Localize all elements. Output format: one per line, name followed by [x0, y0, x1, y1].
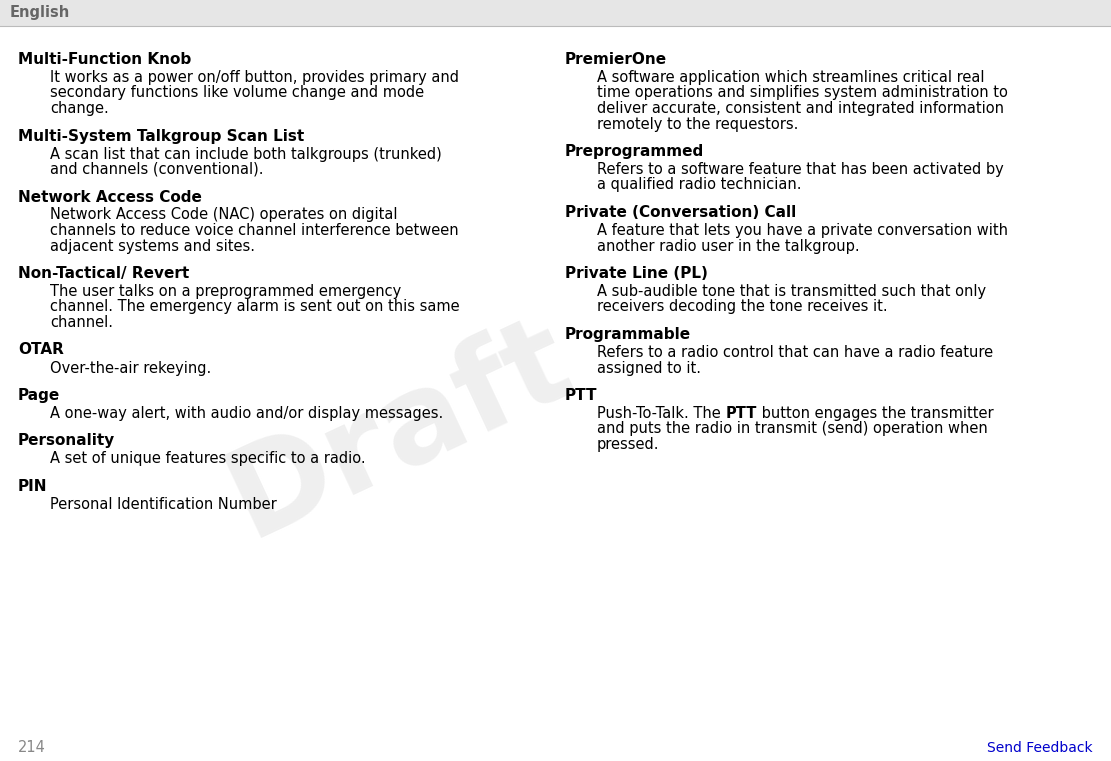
Text: A one-way alert, with audio and/or display messages.: A one-way alert, with audio and/or displ…: [50, 406, 443, 421]
Text: PIN: PIN: [18, 479, 48, 494]
Text: Personal Identification Number: Personal Identification Number: [50, 497, 277, 512]
Text: A software application which streamlines critical real: A software application which streamlines…: [597, 70, 984, 85]
Text: The user talks on a preprogrammed emergency: The user talks on a preprogrammed emerge…: [50, 284, 401, 299]
Text: and puts the radio in transmit (send) operation when: and puts the radio in transmit (send) op…: [597, 422, 988, 437]
Text: adjacent systems and sites.: adjacent systems and sites.: [50, 238, 256, 253]
Text: deliver accurate, consistent and integrated information: deliver accurate, consistent and integra…: [597, 101, 1004, 116]
Text: English: English: [10, 5, 70, 21]
Text: and channels (conventional).: and channels (conventional).: [50, 162, 263, 177]
Text: secondary functions like volume change and mode: secondary functions like volume change a…: [50, 85, 424, 100]
Text: OTAR: OTAR: [18, 342, 63, 358]
Text: another radio user in the talkgroup.: another radio user in the talkgroup.: [597, 238, 860, 253]
Text: Draft: Draft: [210, 298, 590, 562]
Text: Multi-System Talkgroup Scan List: Multi-System Talkgroup Scan List: [18, 129, 304, 144]
Text: Private Line (PL): Private Line (PL): [565, 266, 708, 281]
Text: 214: 214: [18, 740, 46, 756]
Text: button engages the transmitter: button engages the transmitter: [757, 406, 993, 421]
Text: receivers decoding the tone receives it.: receivers decoding the tone receives it.: [597, 300, 888, 314]
Text: PremierOne: PremierOne: [565, 52, 667, 67]
Text: PTT: PTT: [565, 388, 598, 403]
Text: a qualified radio technician.: a qualified radio technician.: [597, 177, 801, 193]
Text: A feature that lets you have a private conversation with: A feature that lets you have a private c…: [597, 223, 1008, 238]
Text: pressed.: pressed.: [597, 437, 660, 452]
Text: Private (Conversation) Call: Private (Conversation) Call: [565, 205, 797, 220]
Text: Programmable: Programmable: [565, 327, 691, 342]
Text: PTT: PTT: [725, 406, 757, 421]
Text: A set of unique features specific to a radio.: A set of unique features specific to a r…: [50, 451, 366, 466]
Text: Preprogrammed: Preprogrammed: [565, 144, 704, 159]
Text: Network Access Code (NAC) operates on digital: Network Access Code (NAC) operates on di…: [50, 208, 398, 222]
Bar: [0, 0, 1111, 26]
Text: Over-the-air rekeying.: Over-the-air rekeying.: [50, 361, 211, 375]
Text: Refers to a software feature that has been activated by: Refers to a software feature that has be…: [597, 162, 1003, 177]
Text: remotely to the requestors.: remotely to the requestors.: [597, 116, 799, 132]
Text: time operations and simplifies system administration to: time operations and simplifies system ad…: [597, 85, 1008, 100]
Text: Refers to a radio control that can have a radio feature: Refers to a radio control that can have …: [597, 345, 993, 360]
Text: change.: change.: [50, 101, 109, 116]
Text: channel.: channel.: [50, 315, 113, 330]
Text: A scan list that can include both talkgroups (trunked): A scan list that can include both talkgr…: [50, 147, 442, 161]
Text: Multi-Function Knob: Multi-Function Knob: [18, 52, 191, 67]
Text: It works as a power on/off button, provides primary and: It works as a power on/off button, provi…: [50, 70, 459, 85]
Text: Personality: Personality: [18, 434, 116, 448]
Text: assigned to it.: assigned to it.: [597, 361, 701, 375]
Text: Push-To-Talk. The: Push-To-Talk. The: [597, 406, 725, 421]
Text: Non-Tactical/ Revert: Non-Tactical/ Revert: [18, 266, 189, 281]
Text: channels to reduce voice channel interference between: channels to reduce voice channel interfe…: [50, 223, 459, 238]
Text: Send Feedback: Send Feedback: [988, 741, 1093, 755]
Text: A sub-audible tone that is transmitted such that only: A sub-audible tone that is transmitted s…: [597, 284, 987, 299]
Text: Page: Page: [18, 388, 60, 403]
Text: channel. The emergency alarm is sent out on this same: channel. The emergency alarm is sent out…: [50, 300, 460, 314]
Text: Network Access Code: Network Access Code: [18, 189, 202, 205]
